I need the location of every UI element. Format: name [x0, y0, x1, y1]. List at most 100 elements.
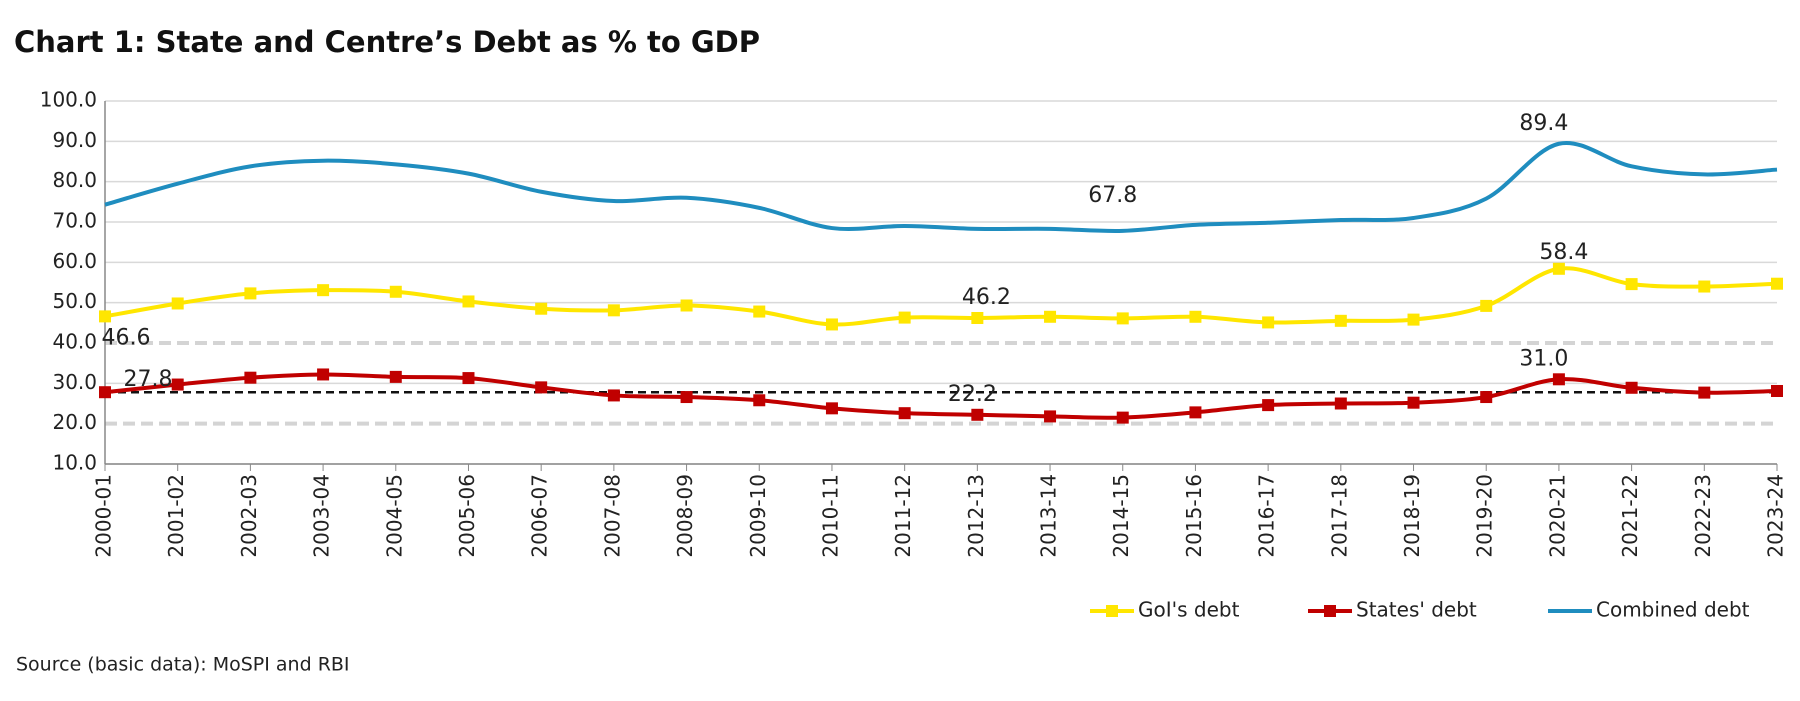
- point-marker: [1334, 397, 1347, 410]
- point-marker: [1552, 373, 1565, 386]
- x-tick-label: 2014-15: [1109, 474, 1133, 558]
- x-tick-label: 2017-18: [1327, 474, 1351, 558]
- x-tick-label: 2008-09: [673, 474, 697, 558]
- point-marker: [244, 287, 257, 300]
- point-marker: [99, 310, 111, 323]
- point-marker: [971, 311, 984, 324]
- y-tick-label: 40.0: [52, 330, 97, 354]
- series-line: [104, 266, 1778, 327]
- point-marker: [1625, 381, 1638, 394]
- data-label: 46.6: [102, 325, 151, 350]
- y-tick-label: 70.0: [52, 209, 97, 233]
- y-tick-label: 20.0: [52, 410, 97, 434]
- point-marker: [753, 305, 766, 318]
- point-marker: [1334, 314, 1347, 327]
- point-marker: [171, 378, 184, 391]
- data-label: 22.2: [948, 382, 997, 407]
- x-tick-label: 2016-17: [1255, 474, 1279, 558]
- point-marker: [1480, 391, 1493, 404]
- point-marker: [317, 368, 330, 381]
- series-line: [104, 140, 1778, 233]
- point-marker: [825, 318, 838, 331]
- point-marker: [680, 299, 693, 312]
- x-tick-label: 2004-05: [382, 474, 406, 558]
- point-marker: [1116, 411, 1129, 424]
- point-marker: [317, 284, 330, 297]
- series: 27.8 22.2 31.0: [99, 346, 1783, 424]
- point-marker: [1044, 310, 1057, 323]
- point-marker: [535, 302, 548, 315]
- data-label: 89.4: [1519, 111, 1568, 136]
- chart-title: Chart 1: State and Centre’s Debt as % to…: [14, 25, 760, 59]
- point-marker: [1116, 312, 1129, 325]
- x-tick-label: 2000-01: [92, 474, 116, 558]
- y-tick-label: 100.0: [40, 88, 97, 112]
- x-tick-label: 2019-20: [1473, 474, 1497, 558]
- point-marker: [680, 391, 693, 404]
- point-marker: [1698, 386, 1711, 399]
- x-tick-label: 2022-23: [1691, 474, 1715, 558]
- point-marker: [99, 386, 111, 399]
- point-marker: [1262, 316, 1275, 329]
- point-marker: [753, 394, 766, 407]
- y-tick-label: 30.0: [52, 370, 97, 394]
- x-tick-label: 2018-19: [1400, 474, 1424, 558]
- data-label: 27.8: [124, 367, 173, 392]
- x-tick-label: 2012-13: [964, 474, 988, 558]
- y-tick-label: 60.0: [52, 249, 97, 273]
- point-marker: [1262, 399, 1275, 412]
- point-marker: [898, 311, 911, 324]
- x-tick-label: 2010-11: [818, 474, 842, 558]
- series: 46.6 46.2 58.4: [99, 240, 1783, 350]
- point-marker: [1480, 299, 1493, 312]
- y-tick-label: 50.0: [52, 289, 97, 313]
- point-marker: [1189, 406, 1202, 419]
- point-marker: [535, 381, 548, 394]
- point-marker: [898, 407, 911, 420]
- series-line: [104, 372, 1778, 420]
- point-marker: [244, 371, 257, 384]
- point-marker: [1698, 280, 1711, 293]
- legend-marker: [1106, 605, 1118, 617]
- point-marker: [1552, 262, 1565, 275]
- point-marker: [1771, 277, 1783, 290]
- x-tick-label: 2011-12: [891, 474, 915, 558]
- x-tick-label: 2009-10: [746, 474, 770, 558]
- source-note: Source (basic data): MoSPI and RBI: [16, 654, 350, 676]
- x-tick-label: 2013-14: [1037, 474, 1061, 558]
- point-marker: [462, 295, 475, 308]
- y-tick-label: 80.0: [52, 168, 97, 192]
- y-tick-label: 90.0: [52, 128, 97, 152]
- point-marker: [389, 285, 402, 298]
- data-label: 58.4: [1539, 240, 1588, 265]
- y-tick-label: 10.0: [52, 451, 97, 475]
- x-tick-label: 2005-06: [455, 474, 479, 558]
- point-marker: [1189, 310, 1202, 323]
- series: 67.8 89.4: [104, 111, 1778, 233]
- data-label: 31.0: [1519, 346, 1568, 371]
- data-label: 67.8: [1088, 183, 1137, 208]
- point-marker: [1625, 278, 1638, 291]
- x-tick-label: 2021-22: [1618, 474, 1642, 558]
- point-marker: [1407, 313, 1420, 326]
- point-marker: [1044, 410, 1057, 423]
- x-tick-label: 2003-04: [310, 474, 334, 558]
- legend-marker: [1324, 605, 1336, 617]
- point-marker: [607, 304, 620, 317]
- x-tick-label: 2007-08: [600, 474, 624, 558]
- x-tick-label: 2020-21: [1545, 474, 1569, 558]
- x-tick-label: 2006-07: [528, 474, 552, 558]
- x-tick-label: 2002-03: [237, 474, 261, 558]
- data-label: 46.2: [962, 285, 1011, 310]
- point-marker: [389, 370, 402, 383]
- legend-label: Combined debt: [1596, 598, 1750, 622]
- legend-label: GoI's debt: [1138, 598, 1240, 622]
- x-tick-label: 2023-24: [1764, 474, 1788, 558]
- point-marker: [462, 372, 475, 385]
- legend-label: States' debt: [1356, 598, 1477, 622]
- point-marker: [1771, 384, 1783, 397]
- point-marker: [607, 389, 620, 402]
- point-marker: [971, 408, 984, 421]
